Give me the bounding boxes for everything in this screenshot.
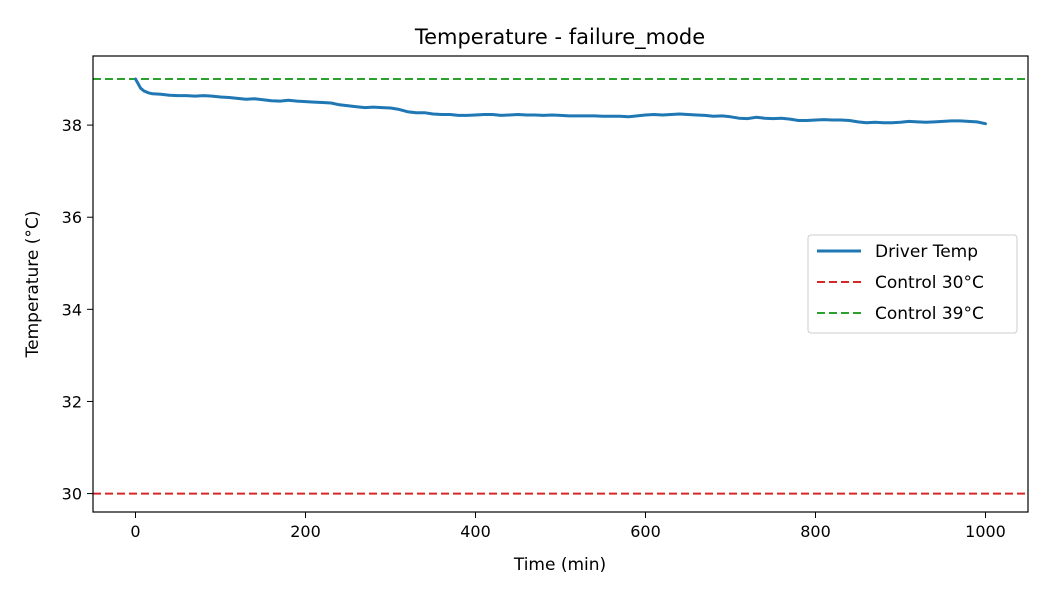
x-axis-label: Time (min) [513, 555, 606, 575]
plot-frame [92, 55, 1029, 513]
y-axis-label: Temperature (°C) [23, 211, 43, 359]
legend-box [807, 234, 1018, 334]
x-tick-label: 600 [630, 522, 661, 541]
legend-label: Control 39°C [875, 304, 984, 324]
legend-label: Driver Temp [875, 242, 978, 262]
x-tick-label: 400 [460, 522, 491, 541]
y-tick-label: 30 [62, 485, 82, 504]
x-tick-label: 200 [290, 522, 321, 541]
y-tick-label: 32 [62, 392, 82, 411]
legend-entries: Driver Temp Control 30°C Control 39°C [817, 242, 984, 324]
legend-label: Control 30°C [875, 273, 984, 293]
x-tick-label: 800 [800, 522, 831, 541]
driver-temp-line [134, 77, 987, 126]
chart-title: Temperature - failure_mode [414, 25, 705, 50]
y-tick-label: 36 [62, 208, 82, 227]
legend: Driver Temp Control 30°C Control 39°C [807, 234, 1018, 334]
x-tick-label: 1000 [965, 522, 1006, 541]
y-tick-label: 34 [62, 300, 82, 319]
y-tick-label: 38 [62, 116, 82, 135]
x-axis-ticks: 0 200 400 600 800 1000 [130, 512, 1006, 541]
series-lines [134, 77, 987, 126]
x-tick-label: 0 [130, 522, 140, 541]
y-axis-ticks: 30 32 34 36 38 [62, 116, 93, 504]
